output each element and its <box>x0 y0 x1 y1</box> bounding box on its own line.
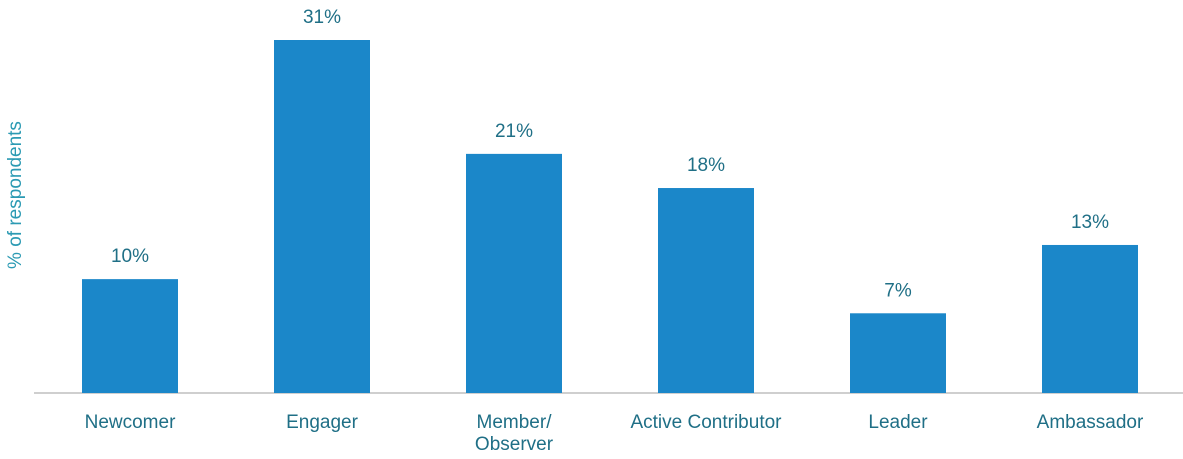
data-label: 13% <box>1071 212 1109 233</box>
x-tick-label: Member/Observer <box>475 412 554 455</box>
bar <box>466 153 562 393</box>
data-label: 21% <box>495 121 533 142</box>
x-tick-label: Newcomer <box>85 412 176 433</box>
data-label: 18% <box>687 155 725 176</box>
data-label: 7% <box>884 280 912 301</box>
data-label: 10% <box>111 246 149 267</box>
bar <box>850 313 946 393</box>
y-axis-label: % of respondents <box>5 121 26 269</box>
bar <box>1042 244 1138 393</box>
bar <box>82 279 178 393</box>
bar <box>274 40 370 393</box>
x-tick-label: Engager <box>286 412 359 433</box>
bar <box>658 188 754 393</box>
x-tick-label: Active Contributor <box>630 412 782 433</box>
x-tick-label: Ambassador <box>1037 412 1144 433</box>
x-tick-label: Leader <box>868 412 928 433</box>
data-label: 31% <box>303 7 341 28</box>
